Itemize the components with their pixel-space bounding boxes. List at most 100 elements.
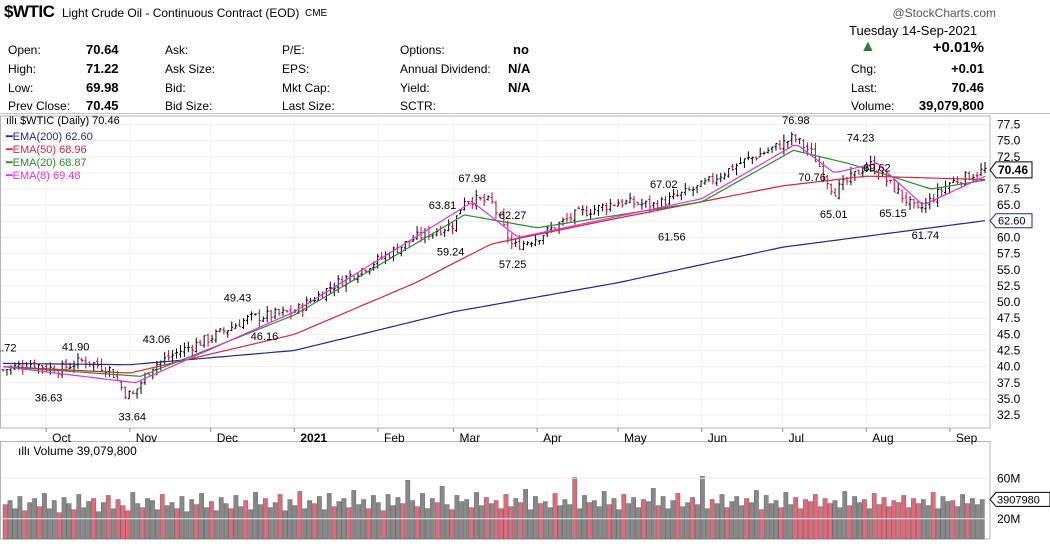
volume-bar <box>454 495 460 540</box>
volume-bar <box>906 507 911 540</box>
volume-bar <box>724 507 730 540</box>
volume-bar <box>587 502 592 540</box>
volume-bar <box>317 496 322 540</box>
volume-bar <box>7 500 13 540</box>
volume-bar <box>464 499 470 540</box>
volume-bar <box>479 505 484 540</box>
volume-bar <box>886 506 892 540</box>
legend-price-label: $WTIC (Daily) 70.46 <box>20 115 120 127</box>
y-tick-label: 47.5 <box>997 311 1021 325</box>
volume-bar <box>474 492 479 540</box>
volume-bar <box>636 507 641 540</box>
price-annotation: 41.90 <box>62 341 90 353</box>
ema200-badge <box>989 213 1033 229</box>
volume-bar <box>528 509 533 540</box>
volume-bar <box>96 511 101 540</box>
volume-bar <box>557 505 563 540</box>
volume-bar <box>680 506 686 540</box>
volume-bar <box>572 477 578 540</box>
x-tick-label: Dec <box>217 431 238 445</box>
volume-bar <box>415 506 420 540</box>
volume-bar <box>312 503 317 540</box>
volume-bar <box>655 505 661 540</box>
volume-bar <box>965 503 970 540</box>
volume-bar <box>356 504 362 540</box>
volume-bar <box>739 505 745 540</box>
volume-bar <box>209 501 214 540</box>
volume-bar <box>204 507 209 540</box>
volume-bar <box>552 493 558 540</box>
volume-bar <box>773 500 779 540</box>
eps-label: EPS: <box>282 62 310 76</box>
x-tick-label: Feb <box>384 431 405 445</box>
price-annotation: 36.63 <box>35 392 63 404</box>
volume-bar <box>518 502 524 540</box>
volume-bar <box>935 508 941 540</box>
high-label: High: <box>8 62 37 76</box>
volume-tick-label: 60M <box>997 471 1020 485</box>
volume-bar <box>704 508 710 540</box>
yield-label: Yield: <box>400 81 430 95</box>
dividend-value: N/A <box>508 61 531 76</box>
volume-bar <box>120 505 126 540</box>
last-label: Last: <box>851 81 878 95</box>
volume-bar <box>871 493 877 540</box>
volume-bar <box>547 507 553 540</box>
price-annotation: 62.27 <box>499 210 527 222</box>
volume-bar <box>783 492 789 540</box>
volume-bar <box>488 503 494 540</box>
volume-bar <box>292 505 298 540</box>
volume-bar <box>881 497 887 540</box>
volume-bar <box>12 508 18 540</box>
volume-bar <box>793 497 799 540</box>
volume-bar <box>567 504 573 540</box>
volume-bar <box>130 492 136 540</box>
volume-bar <box>920 499 926 540</box>
volume-bar <box>734 496 740 540</box>
volume-bar <box>51 500 57 540</box>
price-annotation: 67.98 <box>458 173 486 185</box>
volume-bar <box>100 502 106 540</box>
volume-bar <box>803 499 808 540</box>
y-tick-label: 57.5 <box>997 247 1021 261</box>
volume-bar <box>2 504 8 540</box>
last-price-badge-label: 70.46 <box>998 163 1028 177</box>
volume-bar <box>940 496 946 540</box>
volume-bar <box>763 495 769 540</box>
volume-bar <box>631 497 636 540</box>
symbol-title: $WTIC <box>4 2 55 21</box>
volume-bar <box>837 507 843 540</box>
volume-bar <box>616 509 622 540</box>
volume-bar <box>660 496 666 540</box>
volume-bar <box>395 497 401 540</box>
volume-bar <box>498 508 504 540</box>
volume-bar <box>86 501 91 540</box>
quote-date: Tuesday 14-Sep-2021 <box>849 23 978 38</box>
volume-bar <box>199 493 204 540</box>
volume-bar <box>223 503 229 540</box>
brand-link[interactable]: @StockCharts.com <box>892 6 996 20</box>
price-annotation: 70.76 <box>798 172 826 184</box>
ema20-swatch: ━ <box>6 157 13 169</box>
volume-bar <box>115 499 121 540</box>
prev-close-value: 70.45 <box>86 98 119 113</box>
volume-bars-icon: ıllı <box>18 444 34 458</box>
volume-bar <box>218 497 224 540</box>
change-percent: +0.01% <box>932 39 984 56</box>
volume-bar <box>685 502 690 540</box>
y-tick-label: 75.0 <box>997 134 1021 148</box>
volume-bar <box>582 495 587 540</box>
ema200-swatch: ━ <box>6 131 13 143</box>
x-tick-label: Jun <box>708 431 727 445</box>
volume-bar <box>228 508 234 540</box>
y-tick-label: 50.0 <box>997 295 1021 309</box>
volume-bar <box>371 495 376 540</box>
last-size-label: Last Size: <box>282 99 335 113</box>
ask-size-label: Ask Size: <box>165 62 216 76</box>
bid-label: Bid: <box>165 81 186 95</box>
price-annotation: 49.43 <box>224 293 252 305</box>
volume-value: 39,079,800 <box>918 98 984 113</box>
volume-label: Volume: <box>851 99 895 113</box>
volume-bar <box>788 504 794 540</box>
